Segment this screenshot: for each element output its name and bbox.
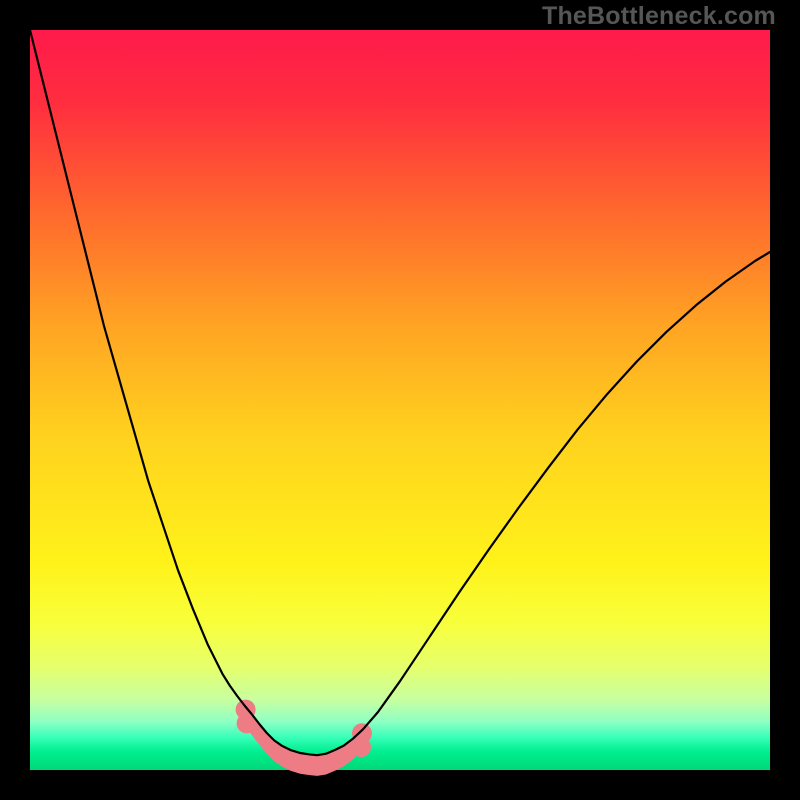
watermark-text: TheBottleneck.com xyxy=(542,2,776,31)
bottleneck-chart xyxy=(0,0,800,800)
chart-stage: TheBottleneck.com xyxy=(0,0,800,800)
